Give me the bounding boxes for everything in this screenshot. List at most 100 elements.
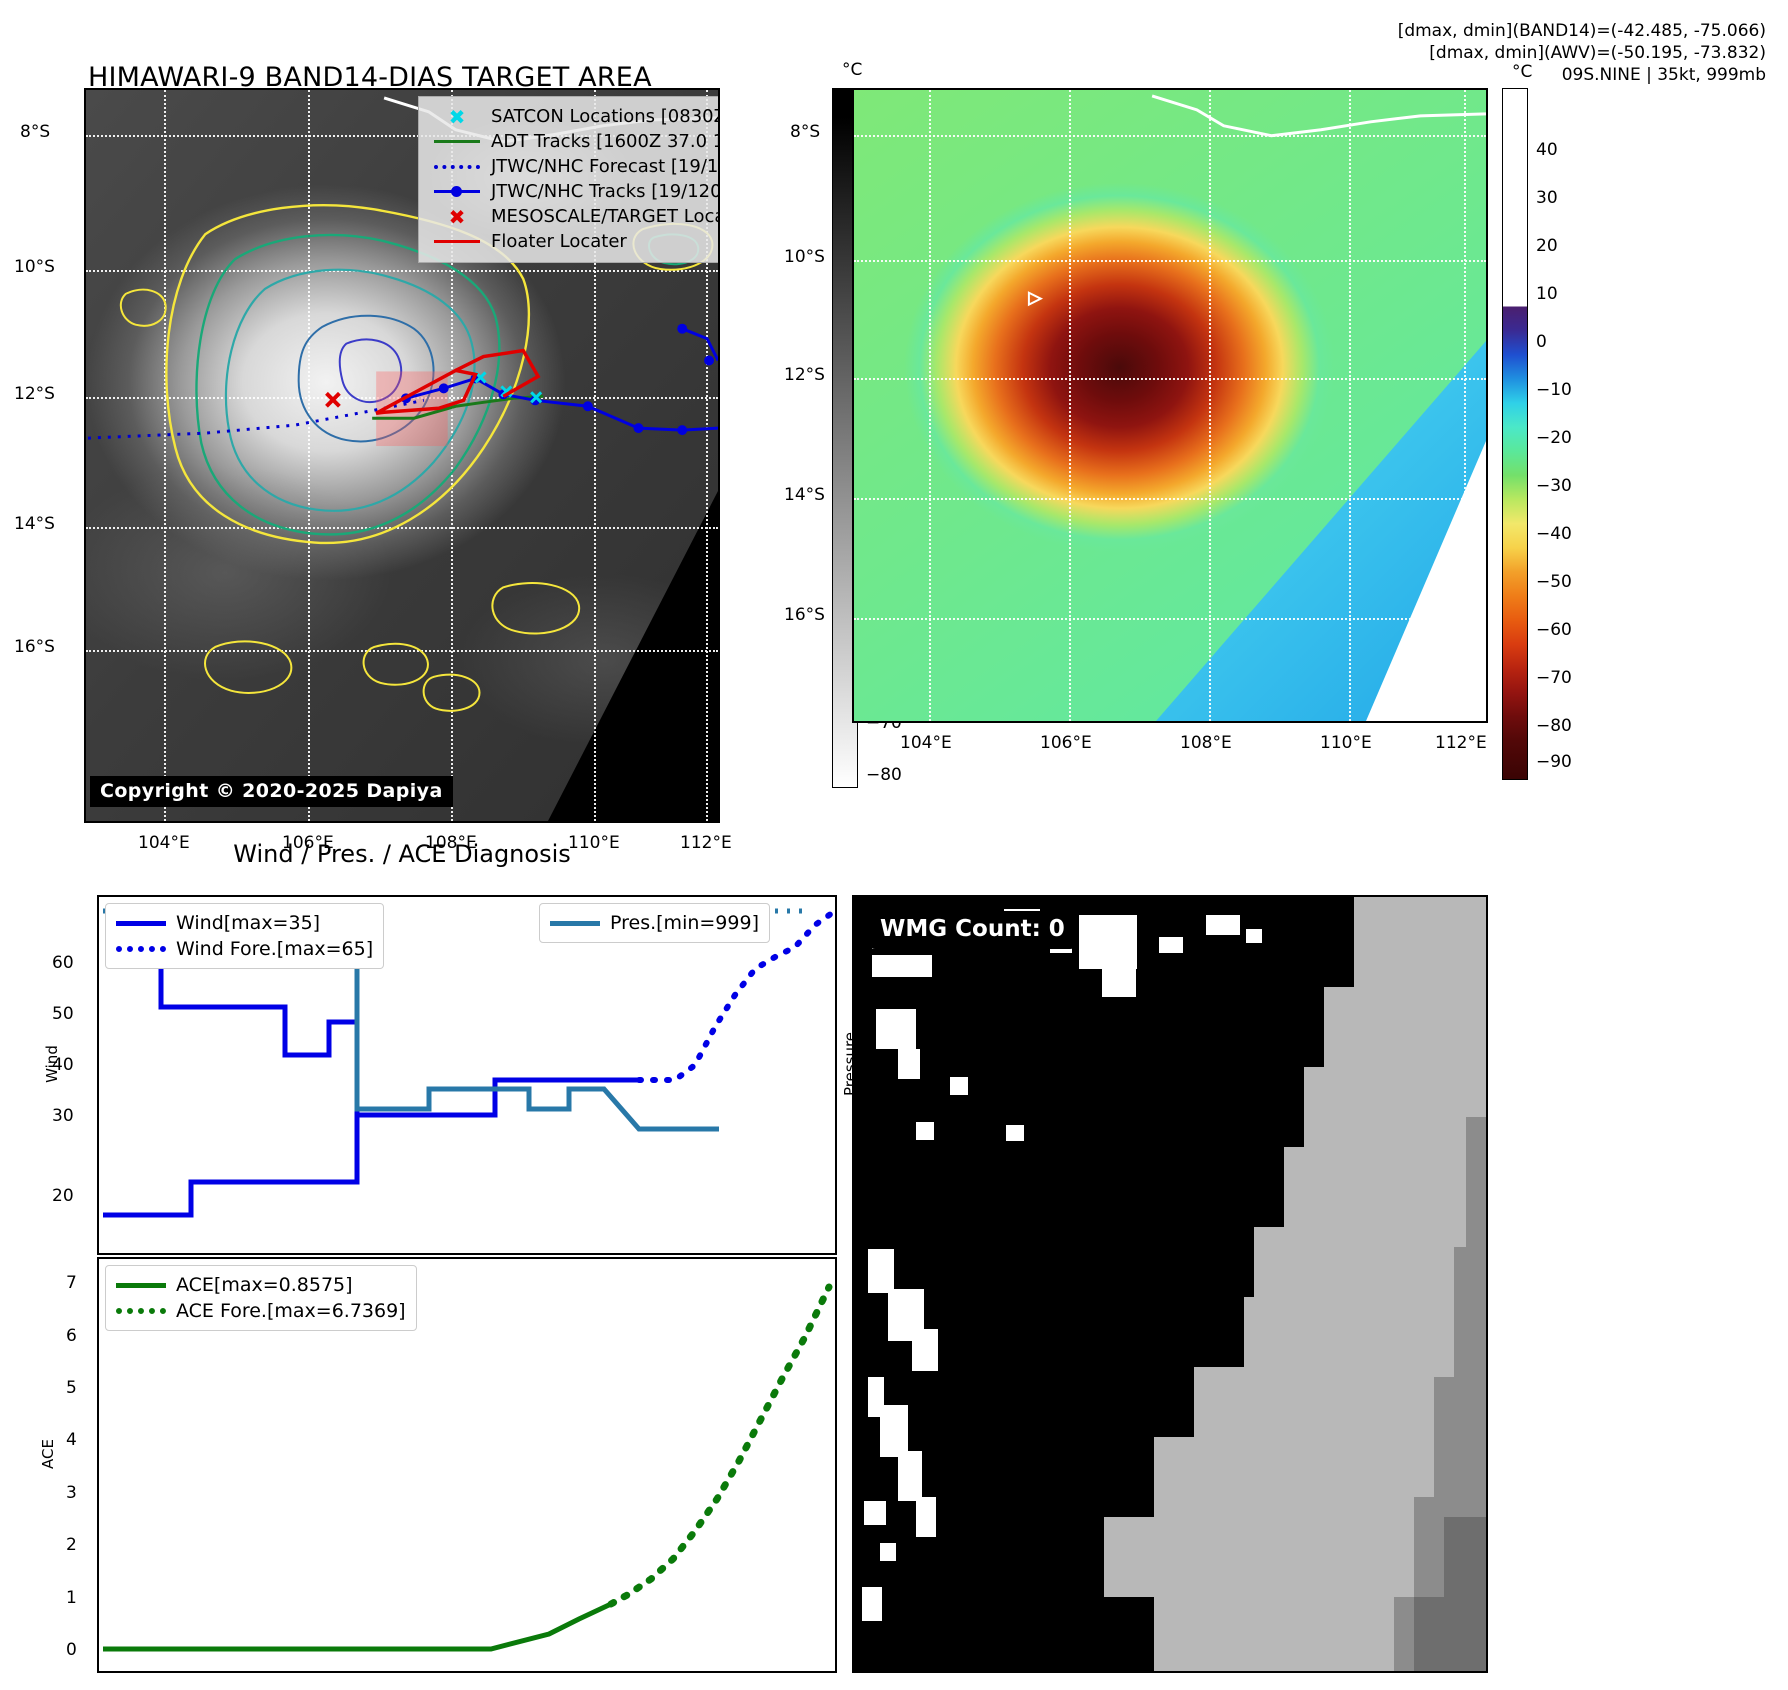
enh-cb-tick-30: 30 [1536,188,1558,208]
contour-blue [297,314,435,443]
jtwc-track-markers [401,323,715,436]
wind-dotted-icon [116,946,172,952]
ace-tick-4: 4 [66,1430,77,1450]
ace-legend-row-observed: ACE[max=0.8575] [116,1272,406,1298]
c-gridline-lon-112e [1464,90,1466,721]
wind-legend-row-observed: Wind[max=35] [116,910,373,936]
enh-cb-tick-m70: −70 [1536,668,1572,688]
legend-row-satcon: ✖ SATCON Locations [0830Z 37 999] [429,104,720,129]
gray-cb-tick-m80: −80 [866,765,902,785]
wind-legend: Wind[max=35] Wind Fore.[max=65] [105,903,385,969]
wind-tick-30: 30 [52,1106,74,1126]
legend-label-floater: Floater Locater [491,231,627,252]
wind-tick-40: 40 [52,1055,74,1075]
ace-chart[interactable]: ACE[max=0.8575] ACE Fore.[max=6.7369] [97,1257,837,1673]
gray-ir-map-panel[interactable]: ✖ SATCON Locations [0830Z 37 999] ADT Tr… [84,88,720,823]
c-gridline-lat-10s [854,260,1486,262]
forecast-dotted-icon [429,164,485,169]
enh-cb-tick-0: 0 [1536,332,1547,352]
gray-lat-label-8s: 8°S [20,122,51,142]
color-lon-label-108e: 108°E [1180,733,1232,753]
enh-cb-tick-m90: −90 [1536,752,1572,772]
gray-lon-label-106e: 106°E [282,833,334,853]
track-marker-icon [429,186,485,197]
color-lat-label-14s: 14°S [784,485,825,505]
wind-tick-60: 60 [52,953,74,973]
legend-label-mesoscale: MESOSCALE/TARGET Location [491,206,718,227]
legend-label-adt: ADT Tracks [1600Z 37.0 1004.2] [491,131,718,152]
enh-cb-tick-m50: −50 [1536,572,1572,592]
enh-cb-tick-m80: −80 [1536,716,1572,736]
enh-cb-tick-40: 40 [1536,140,1558,160]
mesoscale-target-marker [325,391,341,408]
legend-row-floater: Floater Locater [429,229,718,254]
ace-tick-5: 5 [66,1378,77,1398]
contour-small-1 [119,288,167,327]
wind-line-upper-series [158,911,639,1118]
ace-tick-7: 7 [66,1273,77,1293]
color-lat-label-12s: 12°S [784,365,825,385]
enhanced-colorbar-unit: °C [1512,62,1533,82]
wmg-count-badge: WMG Count: 0 [868,911,1077,949]
target-arrow-marker [1027,291,1044,307]
ace-legend: ACE[max=0.8575] ACE Fore.[max=6.7369] [105,1265,417,1331]
gridline-lon-106e [308,90,310,821]
gridline-lon-108e [451,90,453,821]
wmg-mask-panel[interactable]: WMG Count: 0 [852,895,1488,1673]
dmax-band14-text: [dmax, dmin](BAND14)=(-42.485, -75.066) [1397,21,1766,41]
legend-label-forecast: JTWC/NHC Forecast [19/1200Z] [491,156,719,177]
gray-lat-label-10s: 10°S [14,257,55,277]
ace-tick-2: 2 [66,1535,77,1555]
enh-cb-tick-m60: −60 [1536,620,1572,640]
wind-solid-icon [116,920,172,926]
mesoscale-x-icon: ✖ [448,204,466,229]
map-legend: ✖ SATCON Locations [0830Z 37 999] ADT Tr… [418,96,720,263]
ace-solid-icon [116,1282,172,1288]
jtwc-track-line-north [681,327,718,362]
color-lon-label-104e: 104°E [900,733,952,753]
contour-small-5 [362,642,429,686]
gray-lat-label-16s: 16°S [14,637,55,657]
ace-legend-label: ACE[max=0.8575] [176,1274,353,1296]
gridline-lat-8s [86,135,718,137]
gridline-lon-112e [706,90,708,821]
enhanced-coastline-overlay [1027,94,1486,307]
wind-pressure-chart[interactable]: Wind[max=35] Wind Fore.[max=65] Pres.[mi… [97,895,837,1255]
enh-cb-tick-m20: −20 [1536,428,1572,448]
enh-cb-tick-20: 20 [1536,236,1558,256]
color-lat-label-8s: 8°S [790,122,821,142]
contour-small-7 [422,673,481,712]
color-lat-label-16s: 16°S [784,605,825,625]
gray-colorbar-unit: °C [842,60,863,80]
wind-line-series [103,1077,639,1218]
wind-tick-20: 20 [52,1186,74,1206]
color-lon-label-110e: 110°E [1320,733,1372,753]
gray-lon-label-108e: 108°E [425,833,477,853]
ace-axis-label: ACE [39,1439,57,1469]
ace-forecast-legend-label: ACE Fore.[max=6.7369] [176,1300,406,1322]
c-gridline-lat-14s [854,498,1486,500]
wind-tick-50: 50 [52,1004,74,1024]
contour-yellow [165,204,531,545]
storm-summary-text: 09S.NINE | 35kt, 999mb [1561,65,1766,85]
gray-lon-label-112e: 112°E [680,833,732,853]
enh-cb-tick-m30: −30 [1536,476,1572,496]
enhanced-colorbar: °C 40 30 20 10 0 −10 −20 −30 −40 −50 −60… [1494,60,1574,820]
contour-small-4 [204,640,293,694]
pressure-solid-icon [550,920,606,926]
enh-cb-tick-m10: −10 [1536,380,1572,400]
enhanced-ir-map-panel[interactable] [852,88,1488,723]
copyright-text: Copyright © 2020-2025 Dapiya [90,776,453,807]
pressure-legend-label: Pres.[min=999] [610,912,759,934]
gray-lat-label-14s: 14°S [14,514,55,534]
enhanced-colorbar-gradient [1502,88,1528,780]
wmg-mask-imagery [854,897,1486,1671]
ace-tick-3: 3 [66,1483,77,1503]
adt-line-icon [429,140,485,143]
ace-tick-6: 6 [66,1326,77,1346]
legend-label-satcon: SATCON Locations [0830Z 37 999] [491,106,720,127]
color-lon-label-112e: 112°E [1435,733,1487,753]
c-gridline-lat-8s [854,135,1486,137]
ace-line-series [103,1601,613,1652]
ace-dotted-icon [116,1308,172,1314]
